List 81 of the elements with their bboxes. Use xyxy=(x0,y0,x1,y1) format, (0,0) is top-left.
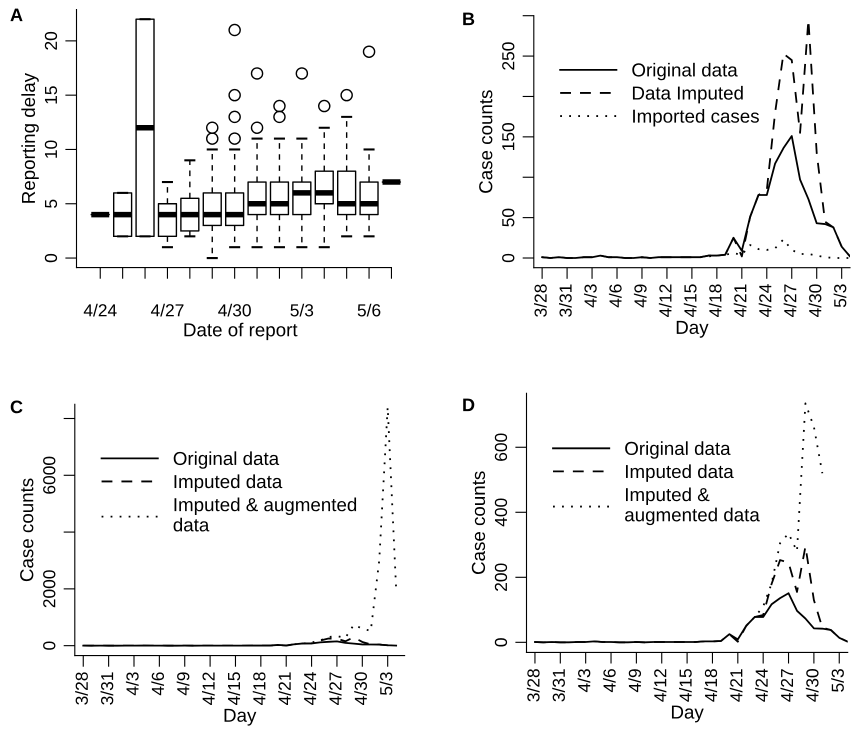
x-tick-label: 4/6 xyxy=(151,672,164,696)
x-tick-label: 3/31 xyxy=(552,669,565,702)
x-tick-label: 4/3 xyxy=(126,672,139,696)
x-axis-title: Day xyxy=(672,706,704,722)
x-tick-label: 4/21 xyxy=(730,669,742,702)
legend-label: Imported cases xyxy=(633,109,759,126)
x-tick-label: 4/3 xyxy=(584,284,597,308)
x-tick-label: 4/12 xyxy=(654,669,666,702)
x-tick-label: 4/18 xyxy=(252,672,266,705)
x-tick-label: 4/9 xyxy=(628,669,642,692)
x-tick-label: 4/24 xyxy=(303,672,316,705)
x-tick-label: 3/31 xyxy=(558,284,572,317)
x-tick-label: 4/12 xyxy=(202,672,215,705)
legend-label: Imputed & augmented data xyxy=(625,487,760,526)
y-tick-label: 5 xyxy=(44,200,58,208)
y-tick-label: 400 xyxy=(494,498,508,526)
y-tick-label: 200 xyxy=(494,564,508,591)
legend-label: Data Imputed xyxy=(632,86,743,104)
y-tick-label: 250 xyxy=(502,42,514,70)
x-tick-label: 5/3 xyxy=(834,284,846,308)
x-tick-label: 4/27 xyxy=(328,672,342,705)
x-tick-label: 4/15 xyxy=(684,284,697,318)
legend-label: Original data xyxy=(625,441,731,459)
y-tick-label: 50 xyxy=(502,208,514,227)
x-tick-label: 4/27 xyxy=(150,304,184,316)
x-tick-label: 4/6 xyxy=(602,669,616,692)
x-tick-label: 4/27 xyxy=(780,669,794,702)
x-tick-label: 3/28 xyxy=(534,284,547,317)
y-tick-label: 2000 xyxy=(43,570,56,608)
chart-title: D xyxy=(463,398,474,412)
y-tick-label: 0 xyxy=(44,254,58,262)
x-tick-label: 4/30 xyxy=(808,284,822,318)
y-tick-label: 0 xyxy=(494,638,508,646)
x-tick-label: 4/21 xyxy=(734,284,746,318)
y-tick-label: 10 xyxy=(44,140,58,158)
y-tick-label: 0 xyxy=(43,642,56,650)
x-tick-label: 4/24 xyxy=(755,668,768,702)
y-axis-title: Case counts xyxy=(472,471,486,574)
x-tick-label: 3/31 xyxy=(100,672,114,705)
y-axis-title: Case counts xyxy=(20,478,34,582)
x-tick-label: 4/24 xyxy=(84,304,117,316)
x-tick-label: 4/9 xyxy=(634,284,647,308)
y-tick-label: 0 xyxy=(502,254,514,262)
chart-title: C xyxy=(10,400,23,414)
x-tick-label: 5/3 xyxy=(290,304,314,316)
x-tick-label: 4/15 xyxy=(679,669,692,702)
x-tick-label: 5/3 xyxy=(831,669,844,692)
y-axis-title: Reporting delay xyxy=(21,72,39,203)
x-axis-title: Date of report xyxy=(184,322,298,340)
x-tick-label: 5/3 xyxy=(380,672,392,696)
x-tick-label: 3/28 xyxy=(526,669,540,702)
y-tick-label: 6000 xyxy=(43,456,56,494)
x-tick-label: 4/30 xyxy=(218,304,251,316)
chart-title: B xyxy=(463,12,474,26)
legend-label: Original data xyxy=(174,451,280,469)
legend-label: Imputed data xyxy=(174,474,282,492)
y-tick-label: 20 xyxy=(44,32,58,50)
x-tick-label: 4/30 xyxy=(806,669,819,702)
legend-label: Imputed data xyxy=(626,464,734,482)
x-tick-label: 4/18 xyxy=(704,669,718,702)
x-axis-title: Day xyxy=(676,320,709,338)
chart-title: A xyxy=(10,8,23,22)
x-tick-label: 4/24 xyxy=(758,284,772,318)
x-tick-label: 4/21 xyxy=(278,672,291,705)
x-tick-label: 4/30 xyxy=(354,672,367,705)
y-tick-label: 600 xyxy=(494,433,508,461)
x-tick-label: 4/27 xyxy=(784,284,796,318)
x-tick-label: 5/6 xyxy=(358,304,380,316)
y-tick-label: 15 xyxy=(44,86,58,104)
x-tick-label: 4/15 xyxy=(227,672,240,705)
x-axis-title: Day xyxy=(224,708,256,726)
y-axis-title: Case counts xyxy=(479,90,492,193)
x-tick-label: 4/6 xyxy=(608,284,622,308)
x-tick-label: 4/18 xyxy=(708,284,722,318)
x-tick-label: 4/9 xyxy=(176,672,190,696)
x-tick-label: 3/28 xyxy=(75,672,88,705)
x-tick-label: 4/12 xyxy=(658,284,672,318)
y-tick-label: 150 xyxy=(502,123,514,150)
legend-label: Original data xyxy=(632,62,738,80)
legend-label: Imputed & augmented data xyxy=(174,498,356,532)
x-tick-label: 4/3 xyxy=(578,669,590,692)
